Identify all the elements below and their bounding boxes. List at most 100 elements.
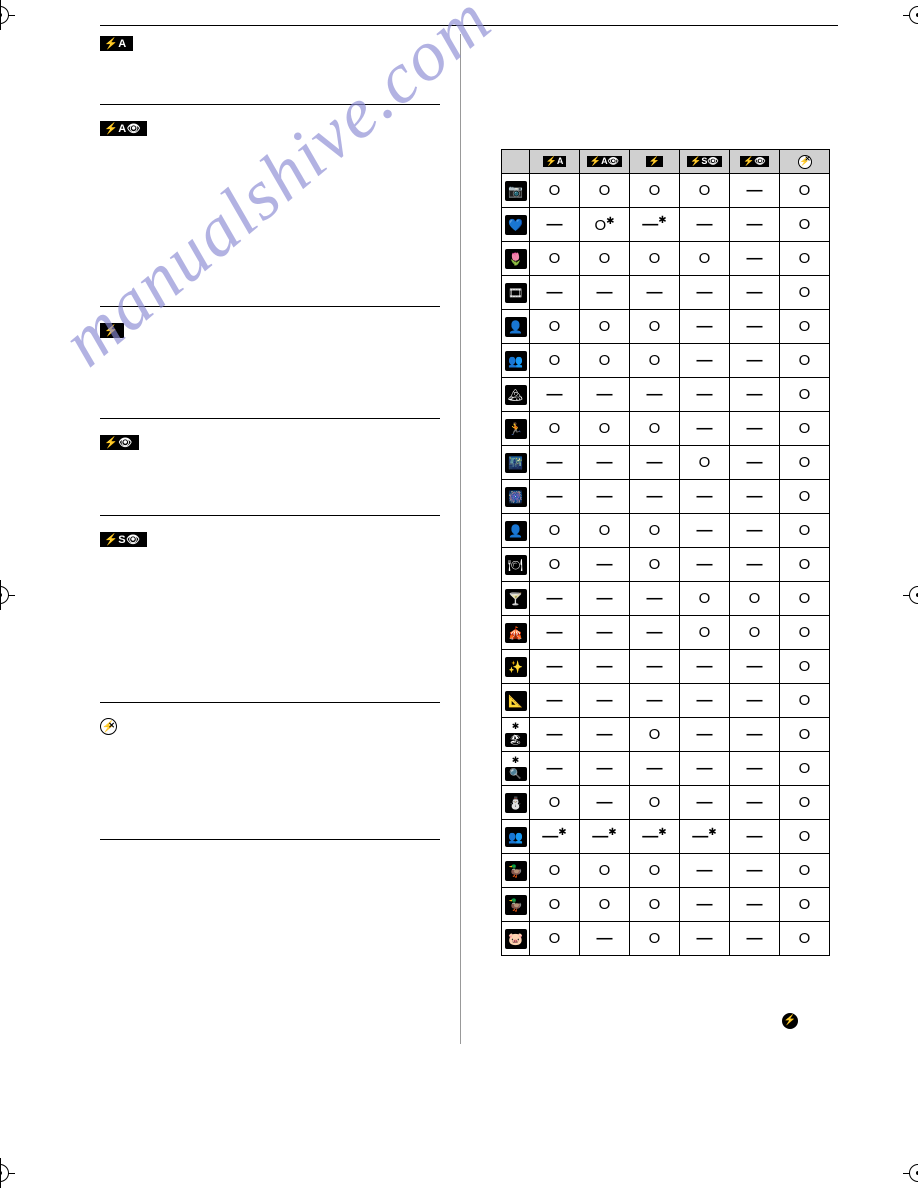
table-row: 📐—————O xyxy=(502,684,830,718)
table-cell: O xyxy=(680,446,730,480)
table-cell: — xyxy=(630,446,680,480)
table-cell: — xyxy=(580,276,630,310)
table-row: 🎪———OOO xyxy=(502,616,830,650)
table-header-cell: ⚡S👁 xyxy=(680,150,730,174)
table-cell: — xyxy=(730,378,780,412)
table-cell: — xyxy=(730,854,780,888)
table-corner-cell xyxy=(502,150,530,174)
table-cell: — xyxy=(680,548,730,582)
table-cell: O xyxy=(530,310,580,344)
table-cell: O xyxy=(780,548,830,582)
table-cell: O xyxy=(780,446,830,480)
table-cell: — xyxy=(730,752,780,786)
table-cell: — xyxy=(630,378,680,412)
table-cell: — xyxy=(730,684,780,718)
table-cell: O xyxy=(780,854,830,888)
table-cell: — xyxy=(680,344,730,378)
table-cell: O xyxy=(780,616,830,650)
table-cell: O xyxy=(780,820,830,854)
table-header-cell: ⚡A👁 xyxy=(580,150,630,174)
table-cell: O xyxy=(780,786,830,820)
table-cell: O xyxy=(530,514,580,548)
flash-mode-badge: ⚡👁 xyxy=(100,435,139,450)
table-header-cell: ⚡👁 xyxy=(730,150,780,174)
table-cell: O✱ xyxy=(580,208,630,242)
table-cell: — xyxy=(680,378,730,412)
table-cell: — xyxy=(530,446,580,480)
table-cell: O xyxy=(730,616,780,650)
table-cell: — xyxy=(730,514,780,548)
flash-mode-section: ⚡👁 xyxy=(100,433,440,516)
table-cell: — xyxy=(680,752,730,786)
table-header-cell: ⚡A xyxy=(530,150,580,174)
table-cell: O xyxy=(580,514,630,548)
table-cell: — xyxy=(580,650,630,684)
table-cell: O xyxy=(630,888,680,922)
row-icon-cell: 🏔 xyxy=(502,378,530,412)
table-cell: O xyxy=(780,480,830,514)
table-cell: — xyxy=(730,888,780,922)
table-cell: — xyxy=(630,616,680,650)
table-cell: — xyxy=(730,412,780,446)
row-icon-cell: 🎞 xyxy=(502,276,530,310)
table-cell: O xyxy=(530,242,580,276)
flash-mode-badge: ⚡S👁 xyxy=(100,532,147,547)
table-cell: O xyxy=(580,888,630,922)
table-cell: O xyxy=(530,922,580,956)
table-cell: O xyxy=(680,242,730,276)
table-cell: — xyxy=(580,548,630,582)
table-cell: — xyxy=(680,310,730,344)
table-cell: — xyxy=(730,208,780,242)
table-cell: O xyxy=(780,922,830,956)
table-cell: — xyxy=(580,786,630,820)
table-cell: — xyxy=(580,378,630,412)
flash-mode-badge: ⚡A xyxy=(100,36,133,51)
table-cell: O xyxy=(780,174,830,208)
table-cell: O xyxy=(630,922,680,956)
table-row: 👥OOO——O xyxy=(502,344,830,378)
row-icon-cell: 🦆 xyxy=(502,888,530,922)
table-cell: O xyxy=(630,514,680,548)
table-cell: — xyxy=(680,718,730,752)
table-cell: O xyxy=(780,208,830,242)
table-row: ✱🏖——O——O xyxy=(502,718,830,752)
table-cell: — xyxy=(580,684,630,718)
table-cell: O xyxy=(680,616,730,650)
flash-mode-section: ⚡A👁 xyxy=(100,119,440,307)
table-row: 🌷OOOO—O xyxy=(502,242,830,276)
table-cell: — xyxy=(730,820,780,854)
table-cell: — xyxy=(530,718,580,752)
table-cell: O xyxy=(730,582,780,616)
table-cell: O xyxy=(780,650,830,684)
table-cell: O xyxy=(580,310,630,344)
table-cell: — xyxy=(680,276,730,310)
table-cell: O xyxy=(630,174,680,208)
table-cell: — xyxy=(730,276,780,310)
flash-mode-table: ⚡A⚡A👁⚡⚡S👁⚡👁⚡✕📷OOOO—O💙—O✱—✱——O🌷OOOO—O🎞———… xyxy=(501,149,830,956)
table-cell: — xyxy=(580,718,630,752)
table-header-cell: ⚡✕ xyxy=(780,150,830,174)
table-cell: O xyxy=(630,310,680,344)
table-cell: — xyxy=(580,480,630,514)
table-cell: O xyxy=(630,548,680,582)
row-icon-cell: 🎆 xyxy=(502,480,530,514)
table-cell: O xyxy=(580,854,630,888)
flash-mode-section: ⚡ xyxy=(100,321,440,419)
table-cell: O xyxy=(680,174,730,208)
table-cell: — xyxy=(580,616,630,650)
page-content: ⚡A⚡A👁⚡⚡👁⚡S👁⚡ ⚡A⚡A👁⚡⚡S👁⚡👁⚡✕📷OOOO—O💙—O✱—✱—… xyxy=(0,0,918,1188)
table-cell: O xyxy=(780,412,830,446)
table-cell: —✱ xyxy=(680,820,730,854)
table-cell: — xyxy=(530,752,580,786)
table-cell: O xyxy=(780,888,830,922)
row-icon-cell: 📐 xyxy=(502,684,530,718)
table-cell: — xyxy=(680,412,730,446)
table-cell: —✱ xyxy=(530,820,580,854)
row-icon-cell: ✱🏖 xyxy=(502,718,530,752)
right-column: ⚡A⚡A👁⚡⚡S👁⚡👁⚡✕📷OOOO—O💙—O✱—✱——O🌷OOOO—O🎞———… xyxy=(461,34,838,1044)
table-cell: —✱ xyxy=(630,208,680,242)
table-cell: — xyxy=(630,582,680,616)
table-cell: O xyxy=(630,344,680,378)
table-cell: — xyxy=(530,616,580,650)
table-cell: O xyxy=(780,718,830,752)
